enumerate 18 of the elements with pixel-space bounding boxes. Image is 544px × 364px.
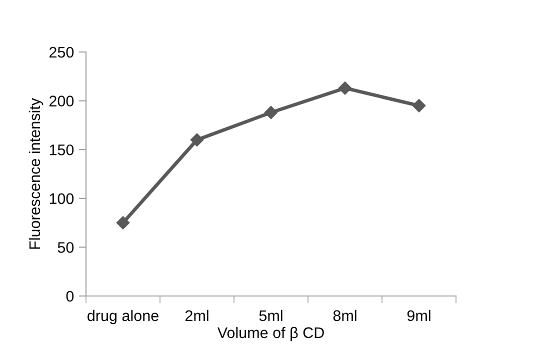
x-axis-title: Volume of β CD	[217, 326, 324, 342]
x-tick-label: 9ml	[407, 310, 430, 322]
y-tick-label: 0	[66, 290, 74, 302]
y-tick-label: 250	[49, 46, 74, 58]
x-tick-label: 5ml	[259, 310, 282, 322]
y-tick-label: 100	[50, 193, 74, 204]
y-tick-label: 50	[58, 242, 74, 253]
y-tick-label: 200	[49, 96, 74, 106]
point	[338, 82, 352, 95]
point	[116, 216, 130, 230]
point	[264, 106, 278, 120]
y-axis-title: Fluorescence intensity	[28, 98, 44, 249]
point	[190, 133, 204, 146]
point	[412, 99, 426, 112]
x-tick-label: drug alone	[88, 310, 158, 324]
y-tick-label: 150	[50, 144, 74, 156]
x-tick-label: 2ml	[185, 310, 208, 321]
x-tick-label: 8ml	[333, 310, 356, 322]
